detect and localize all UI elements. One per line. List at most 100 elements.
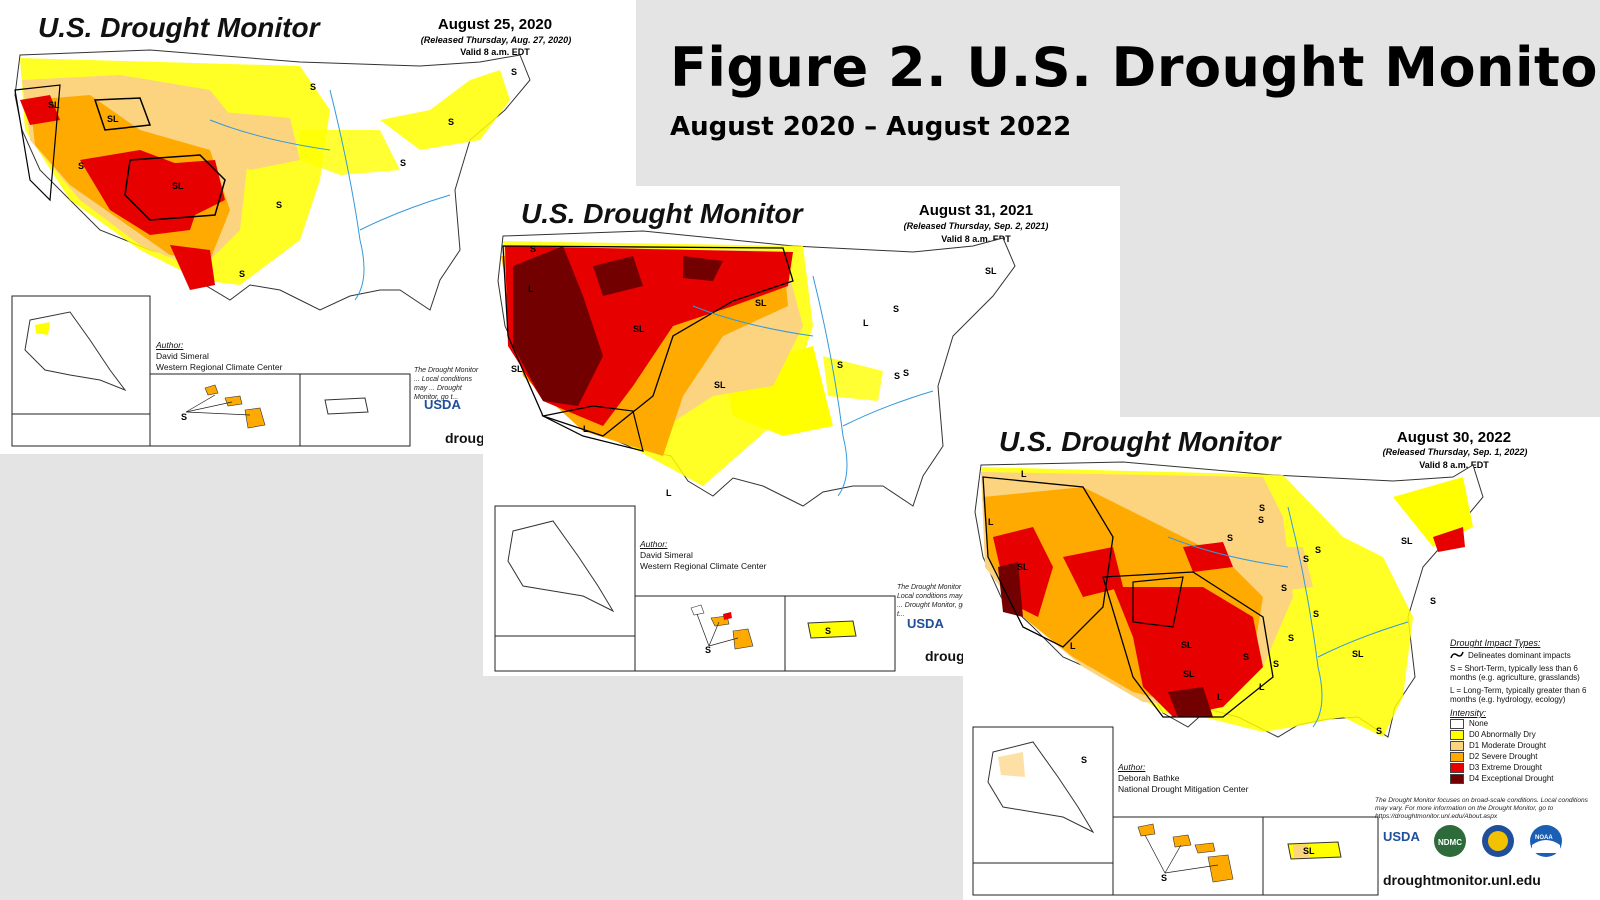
intensity-header: Intensity: [1450,708,1487,718]
impact-label: S [78,161,84,171]
legend-item: D1 Moderate Drought [1450,740,1595,751]
impact-label: SL [633,324,645,334]
impact-label: SL [755,298,767,308]
delineation-line-icon [1450,651,1464,659]
ndmc-logo-icon [1434,825,1466,857]
short-term-desc: S = Short-Term, typically less than 6 mo… [1450,664,1580,682]
impact-label: S [276,200,282,210]
impact-label: L [863,318,869,328]
map-valid: Valid 8 a.m. EDT [941,234,1011,244]
legend-item: D4 Exceptional Drought [1450,773,1595,784]
impact-label: L [988,517,994,527]
legend-label: None [1469,718,1489,728]
usda-logo: USDA [1383,829,1420,844]
ndmc-logo-text: NDMC [1438,838,1462,847]
map-released: (Released Thursday, Sep. 1, 2022) [1382,447,1528,457]
impact-label: L [528,284,534,294]
svg-text:S: S [181,412,187,422]
impact-label: SL [172,181,184,191]
impact-label: S [511,67,517,77]
impact-label: SL [1352,649,1364,659]
svg-text:S: S [1081,755,1087,765]
impact-label: S [893,304,899,314]
impact-label: SL [48,100,60,110]
author-block: Author: Deborah Bathke National Drought … [1118,762,1249,794]
map-title: U.S. Drought Monitor [521,198,803,229]
legend-swatch [1450,751,1464,762]
impact-label: S [1313,609,1319,619]
impact-label: SL [107,114,119,124]
legend-label: D3 Extreme Drought [1469,762,1542,772]
agency-logos: NDMC NOAA [1434,825,1562,857]
disclaimer-note: The Drought Monitor ... Local conditions… [897,584,969,618]
svg-text:S: S [1161,873,1167,883]
hawaii-inset [149,373,301,447]
map-valid: Valid 8 a.m. EDT [1419,460,1489,470]
impact-label: S [903,368,909,378]
map-legend: Drought Impact Types: Delineates dominan… [1450,634,1595,784]
impact-label: SL [1183,669,1195,679]
figure-subtitle: August 2020 – August 2022 [670,112,1072,142]
impact-label: S [894,371,900,381]
svg-text:SL: SL [1303,846,1315,856]
impact-label: S [310,82,316,92]
author-block: Author: David Simeral Western Regional C… [640,539,767,571]
map-title: U.S. Drought Monitor [999,426,1281,457]
figure-title: Figure 2. U.S. Drought Monitor [670,36,1600,99]
site-url: droug [445,430,485,446]
impact-label: S [530,244,536,254]
map-date: August 25, 2020 [437,16,553,33]
impact-label: S [1227,533,1233,543]
site-url: droug [925,648,965,664]
conus-map: S SL L SL L SL S L S SL SL S S L S S [494,230,1016,672]
legend-label: D0 Abnormally Dry [1469,729,1536,739]
legend-item: D3 Extreme Drought [1450,762,1595,773]
impact-label: S [1288,633,1294,643]
impact-label: SL [511,364,523,374]
legend-swatch [1450,740,1464,751]
site-url: droughtmonitor.unl.edu [1383,872,1541,888]
legend-swatch [1450,762,1464,773]
impact-label: L [1259,682,1265,692]
impact-types-header: Drought Impact Types: [1450,638,1541,648]
legend-item: D0 Abnormally Dry [1450,729,1595,740]
impact-label: SL [1181,640,1193,650]
impact-label: SL [985,266,997,276]
legend-label: D2 Severe Drought [1469,751,1538,761]
svg-text:S: S [825,626,831,636]
conus-map: L L SL L S S S S SL S L SL S S SL S S S … [972,461,1484,896]
usda-logo: USDA [907,616,944,631]
map-date: August 30, 2022 [1396,429,1512,446]
legend-swatch [1450,773,1464,784]
legend-label: D1 Moderate Drought [1469,740,1546,750]
legend-label: D4 Exceptional Drought [1469,773,1554,783]
impact-label: S [1303,554,1309,564]
intensity-list: None D0 Abnormally Dry D1 Moderate Drought… [1450,718,1595,784]
impact-label: S [1315,545,1321,555]
impact-label: L [1217,692,1223,702]
impact-label: S [837,360,843,370]
map-released: (Released Thursday, Aug. 27, 2020) [420,35,572,45]
legend-item: D2 Severe Drought [1450,751,1595,762]
impact-label: S [1376,726,1382,736]
impact-label: S [1243,652,1249,662]
impact-label: SL [1401,536,1413,546]
impact-label: L [1021,469,1027,479]
impact-label: SL [714,380,726,390]
impact-label: S [1259,503,1265,513]
legend-swatch [1450,718,1464,729]
map-valid: Valid 8 a.m. EDT [460,47,530,57]
impact-label: L [1070,641,1076,651]
map-released: (Released Thursday, Sep. 2, 2021) [903,221,1049,231]
delineates-text: Delineates dominant impacts [1468,650,1571,660]
conus-map: SL SL S SL S S S S S S S [11,49,531,447]
impact-label: S [1430,596,1436,606]
disclaimer-note: The Drought Monitor ... Local conditions… [414,367,479,401]
impact-label: SL [1017,562,1029,572]
drought-map-2022: U.S. Drought Monitor August 30, 2022 (Re… [963,417,1600,900]
impact-label: S [239,269,245,279]
legend-item: None [1450,718,1595,729]
impact-label: S [1273,659,1279,669]
impact-label: S [400,158,406,168]
map-title: U.S. Drought Monitor [38,12,320,43]
